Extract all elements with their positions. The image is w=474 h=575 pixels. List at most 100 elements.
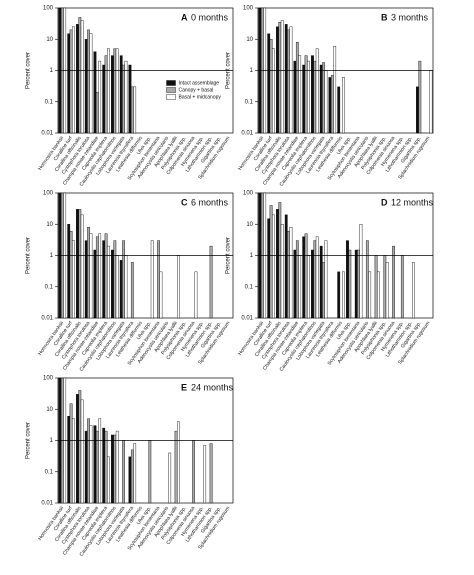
y-tick-label: 100: [43, 191, 54, 197]
bar: [95, 236, 99, 319]
y-tick-label: 1: [250, 253, 254, 259]
bar: [315, 236, 319, 319]
y-tick-label: 0.01: [41, 131, 53, 137]
bar: [429, 70, 433, 134]
bar: [122, 64, 125, 134]
bar: [324, 70, 328, 134]
bar: [174, 430, 178, 504]
bar: [87, 29, 90, 134]
bar: [119, 260, 123, 319]
bar: [107, 245, 110, 319]
y-axis-label: Percent cover: [26, 422, 32, 459]
bar: [89, 425, 93, 504]
bar: [157, 240, 160, 319]
bar: [194, 271, 198, 319]
bar: [89, 33, 93, 134]
bar: [69, 230, 73, 319]
bar: [148, 440, 152, 504]
bar: [298, 255, 302, 319]
bar: [359, 224, 363, 319]
bar: [315, 48, 319, 134]
bar: [385, 262, 389, 319]
bar: [313, 60, 317, 134]
bar: [293, 60, 297, 134]
bar: [133, 443, 137, 504]
legend-swatch: [166, 80, 176, 86]
bar: [298, 55, 302, 134]
bar: [289, 26, 293, 134]
bar: [278, 202, 282, 319]
bar: [78, 390, 82, 504]
legend-swatch: [166, 87, 176, 93]
bar: [115, 48, 119, 134]
panel-letter: B: [381, 12, 388, 22]
bar: [276, 209, 279, 319]
bar: [84, 39, 88, 134]
bar: [67, 33, 71, 134]
bar: [124, 255, 128, 319]
y-tick-label: 0.1: [245, 99, 254, 105]
panel-letter: D: [381, 197, 388, 207]
panel-title: 6 months: [191, 197, 229, 207]
y-tick-label: 0.1: [45, 284, 54, 290]
bar: [128, 64, 132, 134]
y-tick-label: 100: [243, 191, 254, 197]
bar: [280, 20, 284, 134]
bar: [159, 271, 163, 319]
bar: [295, 42, 299, 134]
panel-title: 24 months: [191, 382, 234, 392]
bar: [377, 271, 380, 319]
bar: [80, 399, 84, 504]
y-tick-label: 1: [250, 68, 254, 74]
bar: [280, 224, 284, 319]
bar: [102, 64, 106, 134]
bar: [177, 421, 180, 504]
y-tick-label: 1: [50, 68, 54, 74]
bar: [272, 48, 275, 134]
bar: [302, 64, 306, 134]
y-tick-label: 0.01: [241, 316, 253, 322]
bar: [295, 240, 299, 319]
bar: [76, 209, 79, 319]
bar: [365, 240, 369, 319]
y-tick-label: 1: [50, 438, 54, 444]
bar: [111, 434, 114, 504]
bar: [267, 33, 271, 134]
y-axis-label: Percent cover: [26, 237, 32, 274]
bar: [67, 224, 71, 319]
bar: [128, 456, 132, 504]
bar: [383, 255, 387, 319]
bar: [307, 255, 310, 319]
bar: [302, 236, 306, 319]
bar: [69, 403, 73, 504]
y-tick-label: 10: [246, 37, 253, 43]
bar: [348, 249, 352, 319]
bar: [324, 240, 328, 319]
bar: [89, 233, 93, 319]
legend-swatch: [166, 94, 176, 100]
bar: [203, 445, 207, 504]
bar: [87, 418, 90, 504]
y-tick-label: 1: [50, 253, 54, 259]
bar: [278, 22, 282, 134]
bar: [104, 233, 108, 319]
bar: [115, 255, 119, 319]
panel-title: 0 months: [191, 12, 229, 22]
bar: [269, 205, 273, 319]
bar: [319, 64, 323, 134]
bar: [104, 430, 108, 504]
legend-label: Canopy + basal: [179, 87, 214, 93]
bar: [122, 240, 125, 319]
panel-letter: A: [181, 12, 188, 22]
bar: [80, 214, 84, 319]
bar: [304, 233, 308, 319]
bar: [113, 434, 117, 504]
panel-title: 3 months: [391, 12, 429, 22]
bar: [130, 449, 134, 504]
bar: [98, 60, 102, 134]
bar: [67, 415, 71, 504]
bar: [284, 24, 288, 134]
